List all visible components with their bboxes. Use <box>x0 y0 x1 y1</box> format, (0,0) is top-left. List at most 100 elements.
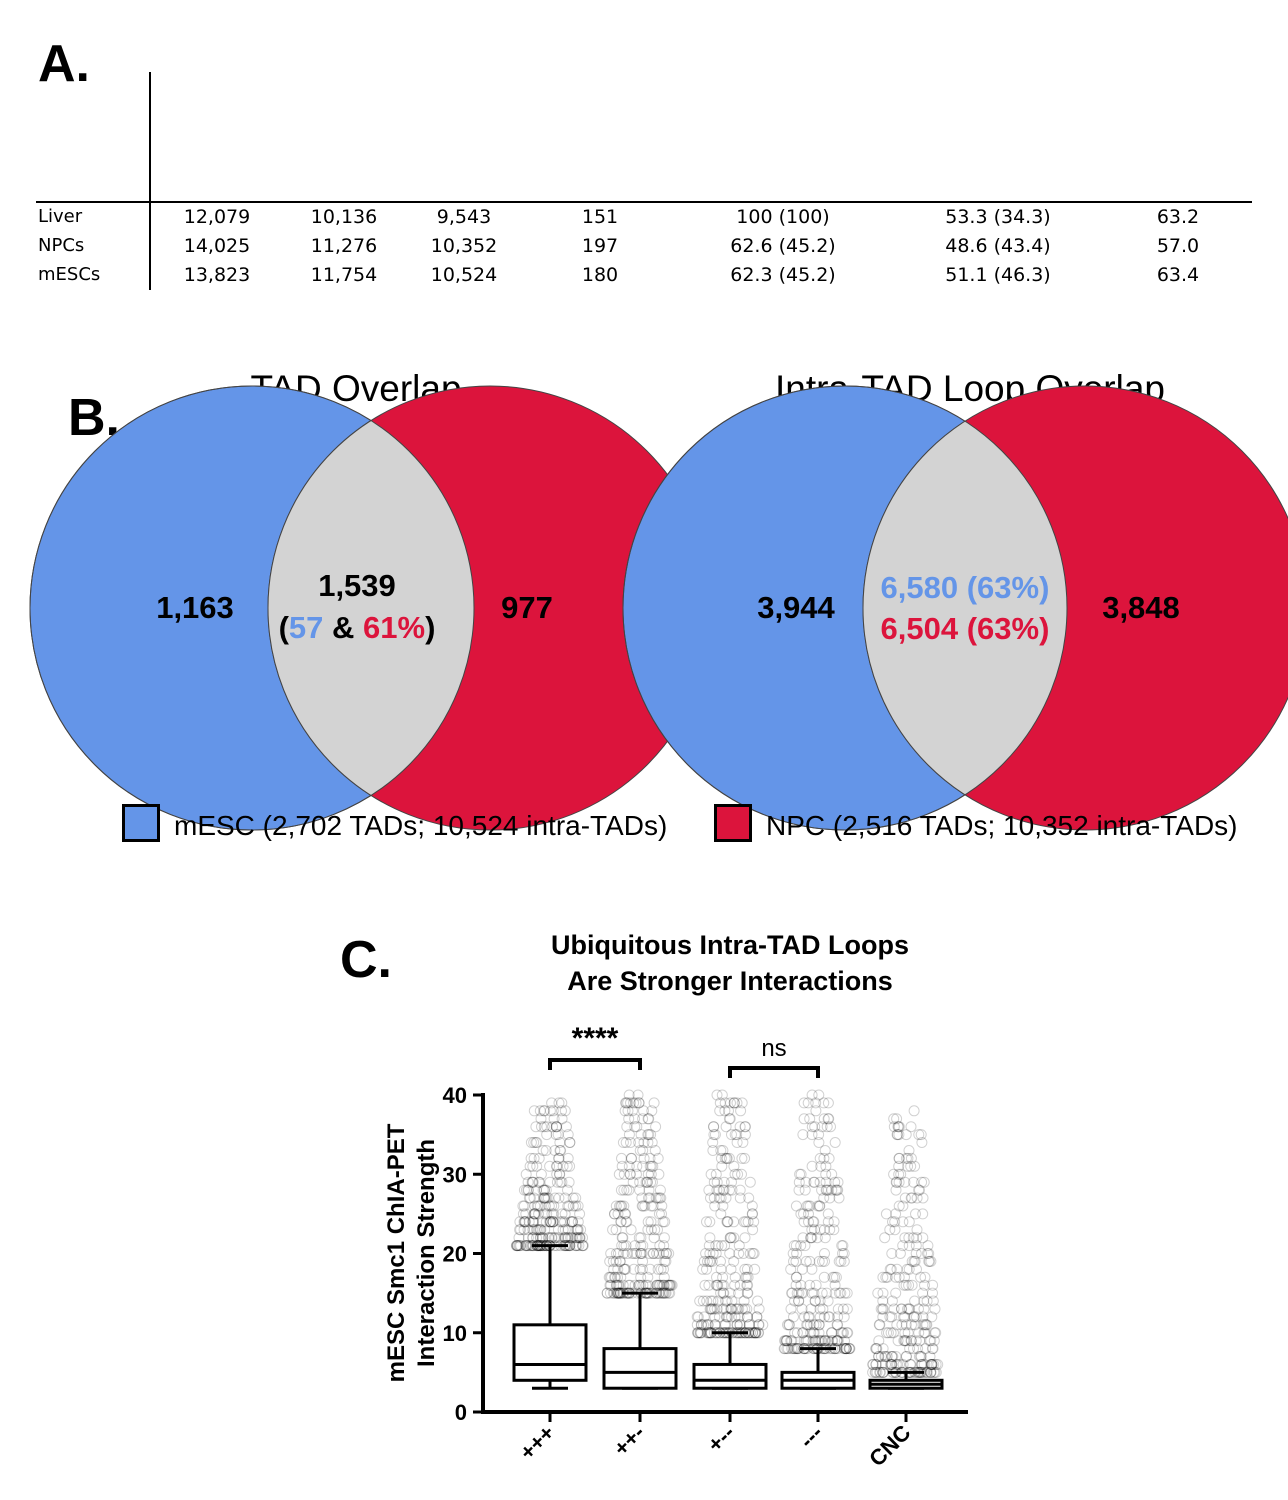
outlier-point <box>529 1200 541 1212</box>
outlier-point <box>733 1248 745 1259</box>
outlier-point <box>628 1263 640 1275</box>
outlier-point <box>739 1121 751 1133</box>
outlier-point <box>918 1295 930 1307</box>
outlier-point <box>647 1200 659 1212</box>
outlier-point <box>645 1168 657 1180</box>
outlier-point <box>530 1137 542 1148</box>
outlier-point <box>601 1287 613 1299</box>
outlier-point <box>524 1192 536 1204</box>
outlier-point <box>797 1327 809 1339</box>
outlier-point <box>701 1263 712 1275</box>
outlier-point <box>916 1359 928 1370</box>
outlier-point <box>549 1192 561 1204</box>
outlier-point <box>539 1105 551 1117</box>
outlier-point <box>704 1255 715 1267</box>
outlier-point <box>894 1359 905 1370</box>
outlier-point <box>837 1303 849 1315</box>
outlier-point <box>826 1184 838 1196</box>
outlier-point <box>715 1287 727 1299</box>
outlier-point <box>814 1200 826 1212</box>
outlier-point <box>710 1248 722 1259</box>
outlier-point <box>615 1271 627 1283</box>
outlier-point <box>825 1121 836 1133</box>
outlier-point <box>803 1208 814 1220</box>
outlier-point <box>841 1287 853 1299</box>
outlier-point <box>917 1287 929 1299</box>
outlier-point <box>905 1192 917 1204</box>
outlier-point <box>614 1255 626 1267</box>
outlier-point <box>702 1319 714 1331</box>
outlier-point <box>544 1176 556 1188</box>
outlier-point <box>548 1200 560 1212</box>
outlier-point <box>729 1168 741 1180</box>
outlier-point <box>623 1184 635 1196</box>
outlier-point <box>785 1303 797 1315</box>
outlier-point <box>897 1200 909 1212</box>
y-axis-label: mESC Smc1 ChIA-PET Interaction Strength <box>383 1123 440 1382</box>
outlier-point <box>520 1240 532 1252</box>
outlier-point <box>888 1121 900 1133</box>
outlier-point <box>637 1240 649 1252</box>
outlier-point <box>535 1113 547 1125</box>
outlier-point <box>526 1176 538 1188</box>
outlier-point <box>552 1129 564 1141</box>
outlier-point <box>645 1200 657 1212</box>
outlier-point <box>875 1303 887 1315</box>
outlier-point <box>814 1200 825 1212</box>
outlier-point <box>916 1176 928 1188</box>
outlier-point <box>631 1121 643 1133</box>
outlier-point <box>816 1184 828 1196</box>
outlier-point <box>812 1335 824 1347</box>
legend-npc-label: NPC (2,516 TADs; 10,352 intra-TADs) <box>766 810 1238 841</box>
outlier-point <box>717 1303 729 1315</box>
outlier-point <box>537 1184 549 1196</box>
outlier-point <box>658 1271 670 1283</box>
outlier-point <box>877 1343 889 1355</box>
outlier-point <box>923 1255 935 1267</box>
outlier-point <box>545 1216 557 1228</box>
outlier-point <box>911 1263 922 1275</box>
outlier-point <box>572 1216 584 1228</box>
outlier-point <box>577 1232 588 1244</box>
outlier-point <box>751 1311 763 1323</box>
outlier-point <box>805 1327 817 1339</box>
outlier-point <box>633 1097 645 1109</box>
outlier-point <box>909 1255 921 1267</box>
outlier-point <box>649 1224 661 1236</box>
outlier-point <box>908 1105 920 1117</box>
outlier-point <box>731 1097 743 1109</box>
outlier-point <box>789 1295 800 1307</box>
outlier-point <box>881 1327 893 1339</box>
outlier-point <box>890 1287 902 1299</box>
outlier-point <box>932 1359 944 1370</box>
outlier-point <box>565 1216 577 1228</box>
outlier-point <box>871 1343 883 1355</box>
outlier-point <box>886 1359 898 1370</box>
outlier-point <box>704 1248 716 1259</box>
outlier-point <box>721 1152 733 1164</box>
outlier-point <box>899 1232 911 1244</box>
outlier-point <box>523 1192 535 1204</box>
outlier-point <box>550 1232 562 1244</box>
outlier-point <box>522 1184 534 1196</box>
outlier-point <box>892 1121 904 1133</box>
outlier-point <box>804 1255 816 1267</box>
outlier-point <box>515 1240 527 1252</box>
outlier-point <box>886 1351 898 1362</box>
outlier-point <box>798 1097 810 1109</box>
outlier-point <box>844 1343 856 1355</box>
outlier-point <box>913 1129 925 1141</box>
outlier-point <box>720 1295 731 1307</box>
outlier-point <box>651 1279 663 1291</box>
outlier-point <box>880 1271 892 1283</box>
outlier-point <box>793 1295 805 1307</box>
outlier-point <box>843 1343 855 1355</box>
outlier-point <box>644 1160 656 1172</box>
outlier-point <box>629 1113 641 1125</box>
outlier-point <box>797 1287 809 1299</box>
outlier-point <box>899 1335 911 1347</box>
outlier-point <box>747 1224 759 1236</box>
outlier-point <box>625 1152 637 1164</box>
outlier-point <box>873 1351 885 1362</box>
outlier-point <box>902 1303 913 1315</box>
